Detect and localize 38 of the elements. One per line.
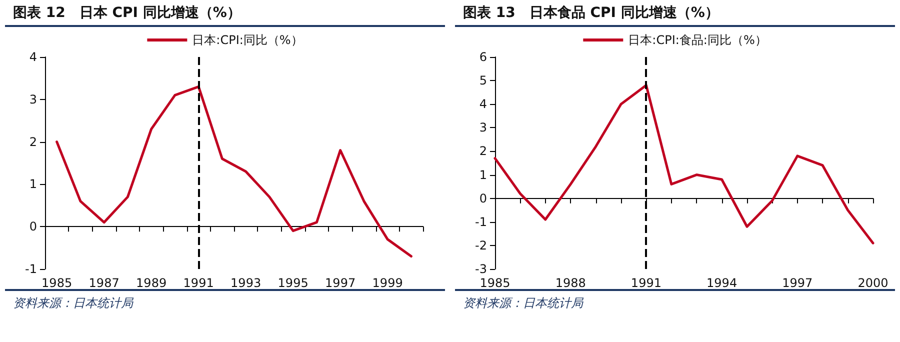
y-tick-label: 1 — [29, 177, 37, 192]
y-tick-label: -1 — [25, 262, 37, 276]
x-tick-label: 1988 — [555, 276, 586, 290]
text: 资料来源：日本统计局 — [5, 289, 445, 312]
x-tick-label: 1995 — [278, 276, 308, 290]
text: 资料来源：日本统计局 — [455, 289, 895, 312]
x-tick-label: 1997 — [782, 276, 813, 290]
line-series — [494, 84, 874, 244]
y-tick-label: 2 — [29, 134, 37, 149]
y-tick-label: -2 — [475, 238, 487, 252]
y-tick-label: 5 — [479, 74, 487, 88]
x-tick-label: 1987 — [88, 276, 120, 290]
x-tick-label: 1997 — [325, 276, 356, 290]
y-tick-label: 2 — [479, 144, 487, 158]
y-tick-label: 6 — [479, 50, 487, 64]
y-tick-label: 3 — [479, 120, 487, 135]
x-tick-label: 1991 — [183, 276, 214, 290]
y-tick-label: 3 — [29, 92, 37, 106]
y-tick-label: 0 — [479, 191, 487, 206]
y-tick-label: -1 — [475, 214, 487, 229]
y-tick-label: 4 — [29, 50, 37, 64]
chart-title: 图表 13 日本食品 CPI 同比增速（%） — [455, 0, 895, 27]
x-tick-label: 1985 — [42, 276, 72, 290]
y-tick-label: 4 — [479, 97, 487, 112]
x-tick-label: 1994 — [706, 276, 738, 290]
y-tick-label: 1 — [479, 168, 487, 182]
x-tick-label: 1991 — [630, 276, 662, 290]
x-tick-label: 1989 — [136, 276, 167, 290]
chart-title: 图表 12 日本 CPI 同比增速（%） — [5, 0, 445, 27]
x-tick-label: 1985 — [480, 276, 510, 290]
x-tick-label: 2000 — [858, 276, 888, 290]
x-tick-label: 1993 — [230, 276, 262, 290]
legend-label: 日本:CPI:食品:同比（%） — [628, 33, 767, 47]
y-tick-label: -3 — [475, 262, 487, 276]
y-tick-label: 0 — [29, 220, 37, 234]
x-tick-label: 1999 — [372, 276, 403, 290]
line-series — [56, 85, 412, 258]
legend-label: 日本:CPI:同比（%） — [192, 33, 303, 47]
